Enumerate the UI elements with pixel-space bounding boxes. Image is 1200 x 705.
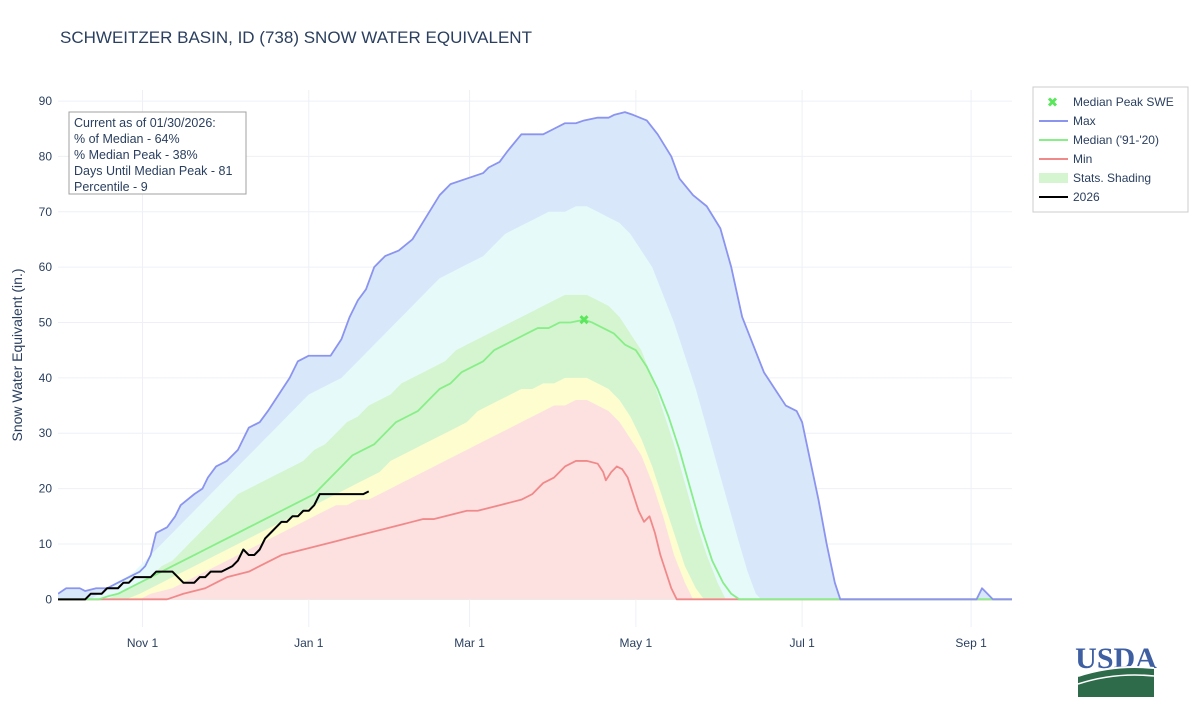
annotation-line: % of Median - 64% — [74, 132, 180, 146]
legend-swatch-icon — [1039, 173, 1068, 183]
y-tick-label: 90 — [39, 94, 53, 108]
y-tick-label: 50 — [39, 316, 53, 330]
annotation-line: Percentile - 9 — [74, 180, 148, 194]
annotation-line: Current as of 01/30/2026: — [74, 116, 216, 130]
status-annotation: Current as of 01/30/2026: % of Median - 6… — [68, 111, 247, 195]
legend-label: Median Peak SWE — [1073, 95, 1174, 109]
x-tick-label: Nov 1 — [127, 636, 159, 650]
y-tick-label: 20 — [39, 482, 53, 496]
legend-box — [1032, 86, 1189, 213]
band-lower-red — [58, 400, 694, 600]
x-tick-label: Sep 1 — [955, 636, 987, 650]
legend-item: Median Peak SWE — [1047, 95, 1174, 109]
annotation-line: Days Until Median Peak - 81 — [74, 164, 232, 178]
legend: Median Peak SWE Max Median ('91-'20) Min Sta… — [1032, 86, 1189, 213]
series-line-min — [58, 460, 1012, 601]
series-group — [58, 111, 1012, 601]
y-tick-label: 80 — [39, 149, 53, 163]
legend-label: Min — [1073, 152, 1092, 166]
legend-marker-icon — [1047, 97, 1058, 107]
legend-label: 2026 — [1073, 190, 1100, 204]
legend-label: Median ('91-'20) — [1073, 133, 1159, 147]
annotation-line: % Median Peak - 38% — [74, 148, 198, 162]
x-tick-label: Mar 1 — [454, 636, 485, 650]
y-tick-label: 60 — [39, 260, 53, 274]
legend-item: Max — [1039, 114, 1096, 128]
legend-item: Median ('91-'20) — [1039, 133, 1159, 147]
series-line-median-91-20- — [58, 318, 1012, 601]
x-tick-label: Jul 1 — [789, 636, 815, 650]
legend-label: Max — [1073, 114, 1096, 128]
legend-item: 2026 — [1039, 190, 1100, 204]
usda-logo: USDA — [1075, 642, 1157, 697]
series-line-2026 — [58, 490, 370, 601]
plot-area: 0 10 20 30 40 50 60 70 80 90 Nov 1 Jan 1 Mar 1 May 1 J… — [39, 90, 1012, 650]
series-line-max — [58, 111, 1012, 601]
x-tick-label: May 1 — [620, 636, 653, 650]
chart-title: SCHWEITZER BASIN, ID (738) SNOW WATER EQ… — [60, 28, 532, 47]
y-tick-label: 0 — [45, 592, 52, 606]
y-axis-label: Snow Water Equivalent (in.) — [9, 269, 25, 442]
legend-item: Stats. Shading — [1039, 171, 1151, 185]
legend-label: Stats. Shading — [1073, 171, 1151, 185]
legend-item: Min — [1039, 152, 1092, 166]
y-tick-label: 10 — [39, 537, 53, 551]
y-tick-label: 40 — [39, 371, 53, 385]
y-tick-label: 70 — [39, 205, 53, 219]
median-peak-marker — [579, 315, 589, 325]
y-tick-label: 30 — [39, 426, 53, 440]
x-tick-label: Jan 1 — [294, 636, 324, 650]
annotation-box — [68, 111, 247, 195]
